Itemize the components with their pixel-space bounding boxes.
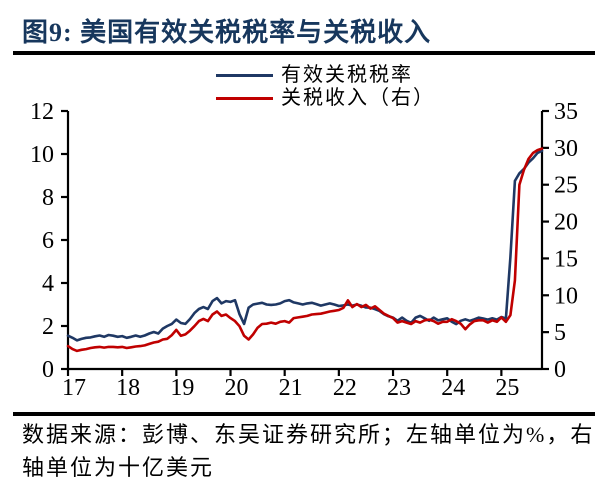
- source-note-line1: 数据来源：彭博、东吴证券研究所；左轴单位为%，右: [22, 422, 595, 447]
- chart-legend: 有效关税税率 关税收入（右）: [216, 64, 435, 110]
- series-lines: [66, 147, 544, 353]
- source-note: 数据来源：彭博、东吴证券研究所；左轴单位为%，右 轴单位为十亿美元: [22, 418, 597, 484]
- svg-text:5: 5: [554, 320, 566, 346]
- svg-text:22: 22: [333, 375, 357, 401]
- svg-text:25: 25: [495, 375, 519, 401]
- svg-text:4: 4: [42, 271, 54, 297]
- svg-text:15: 15: [554, 246, 578, 272]
- svg-text:20: 20: [225, 375, 249, 401]
- svg-text:10: 10: [30, 142, 54, 168]
- y-axis-right: 0 5 10 15 20 25 30 35: [540, 99, 578, 383]
- svg-text:35: 35: [554, 99, 578, 125]
- svg-text:2: 2: [42, 314, 54, 340]
- source-note-line2: 轴单位为十亿美元: [22, 455, 215, 480]
- top-divider: [13, 51, 595, 55]
- y-axis-left: 0 2 4 6 8 10 12: [30, 99, 70, 383]
- x-axis: 17 18 19 20 21 22 23 24 25: [62, 367, 542, 401]
- revenue-line-swatch: [216, 97, 273, 100]
- svg-text:10: 10: [554, 283, 578, 309]
- svg-text:17: 17: [62, 375, 86, 401]
- bottom-divider: [13, 412, 595, 416]
- svg-text:24: 24: [441, 375, 465, 401]
- page-title: 图9: 美国有效关税税率与关税收入: [22, 18, 432, 47]
- legend-label-rate: 有效关税税率: [281, 64, 413, 86]
- rate-line-swatch: [216, 74, 273, 77]
- legend-item-revenue: 关税收入（右）: [216, 87, 435, 110]
- svg-text:18: 18: [116, 375, 140, 401]
- svg-text:0: 0: [554, 357, 566, 383]
- svg-text:25: 25: [554, 173, 578, 199]
- svg-text:23: 23: [387, 375, 411, 401]
- legend-label-revenue: 关税收入（右）: [281, 87, 435, 109]
- svg-text:19: 19: [170, 375, 194, 401]
- svg-text:30: 30: [554, 136, 578, 162]
- svg-text:0: 0: [42, 357, 54, 383]
- svg-text:6: 6: [42, 228, 54, 254]
- svg-text:20: 20: [554, 210, 578, 236]
- svg-text:12: 12: [30, 99, 54, 125]
- svg-text:21: 21: [279, 375, 303, 401]
- legend-item-rate: 有效关税税率: [216, 64, 435, 87]
- svg-text:8: 8: [42, 185, 54, 211]
